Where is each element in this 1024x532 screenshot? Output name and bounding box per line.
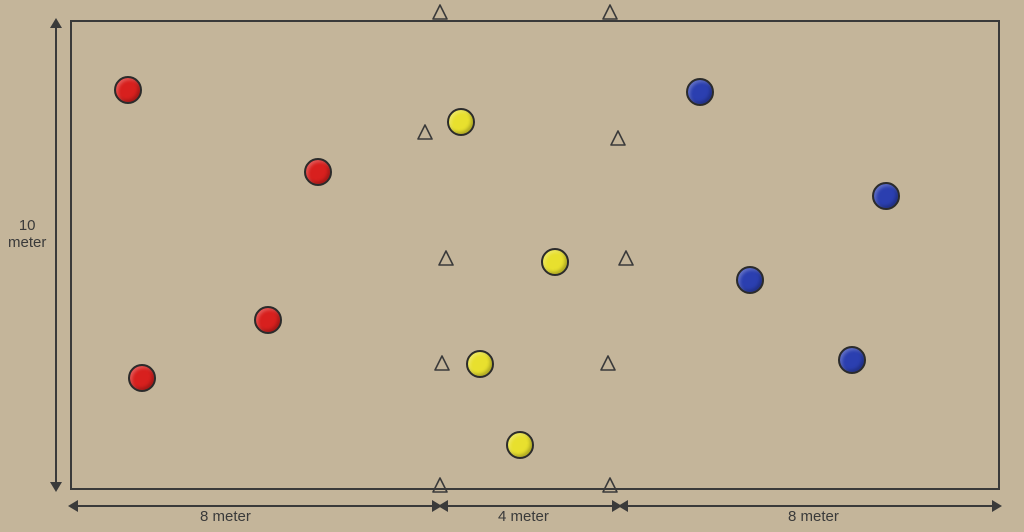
cone-marker (437, 249, 455, 267)
height-dimension-label: 10 meter (8, 218, 46, 251)
cone-marker (431, 3, 449, 21)
yellow-player-dot (506, 431, 534, 459)
red-player-dot (128, 364, 156, 392)
bottom-dimension-line (70, 505, 440, 507)
cone-marker (416, 123, 434, 141)
bottom-dimension-label: 4 meter (498, 509, 549, 526)
cone-marker (617, 249, 635, 267)
blue-player-dot (686, 78, 714, 106)
cone-marker (601, 476, 619, 494)
bottom-dimension-label: 8 meter (200, 509, 251, 526)
cone-marker (601, 3, 619, 21)
cone-marker (433, 354, 451, 372)
cone-marker (599, 354, 617, 372)
field-boundary (70, 20, 1000, 490)
blue-player-dot (736, 266, 764, 294)
yellow-player-dot (541, 248, 569, 276)
bottom-dimension-line (440, 505, 620, 507)
red-player-dot (254, 306, 282, 334)
red-player-dot (114, 76, 142, 104)
bottom-dimension-label: 8 meter (788, 509, 839, 526)
yellow-player-dot (447, 108, 475, 136)
blue-player-dot (838, 346, 866, 374)
cone-marker (431, 476, 449, 494)
cone-marker (609, 129, 627, 147)
bottom-dimension-line (620, 505, 1000, 507)
red-player-dot (304, 158, 332, 186)
yellow-player-dot (466, 350, 494, 378)
blue-player-dot (872, 182, 900, 210)
